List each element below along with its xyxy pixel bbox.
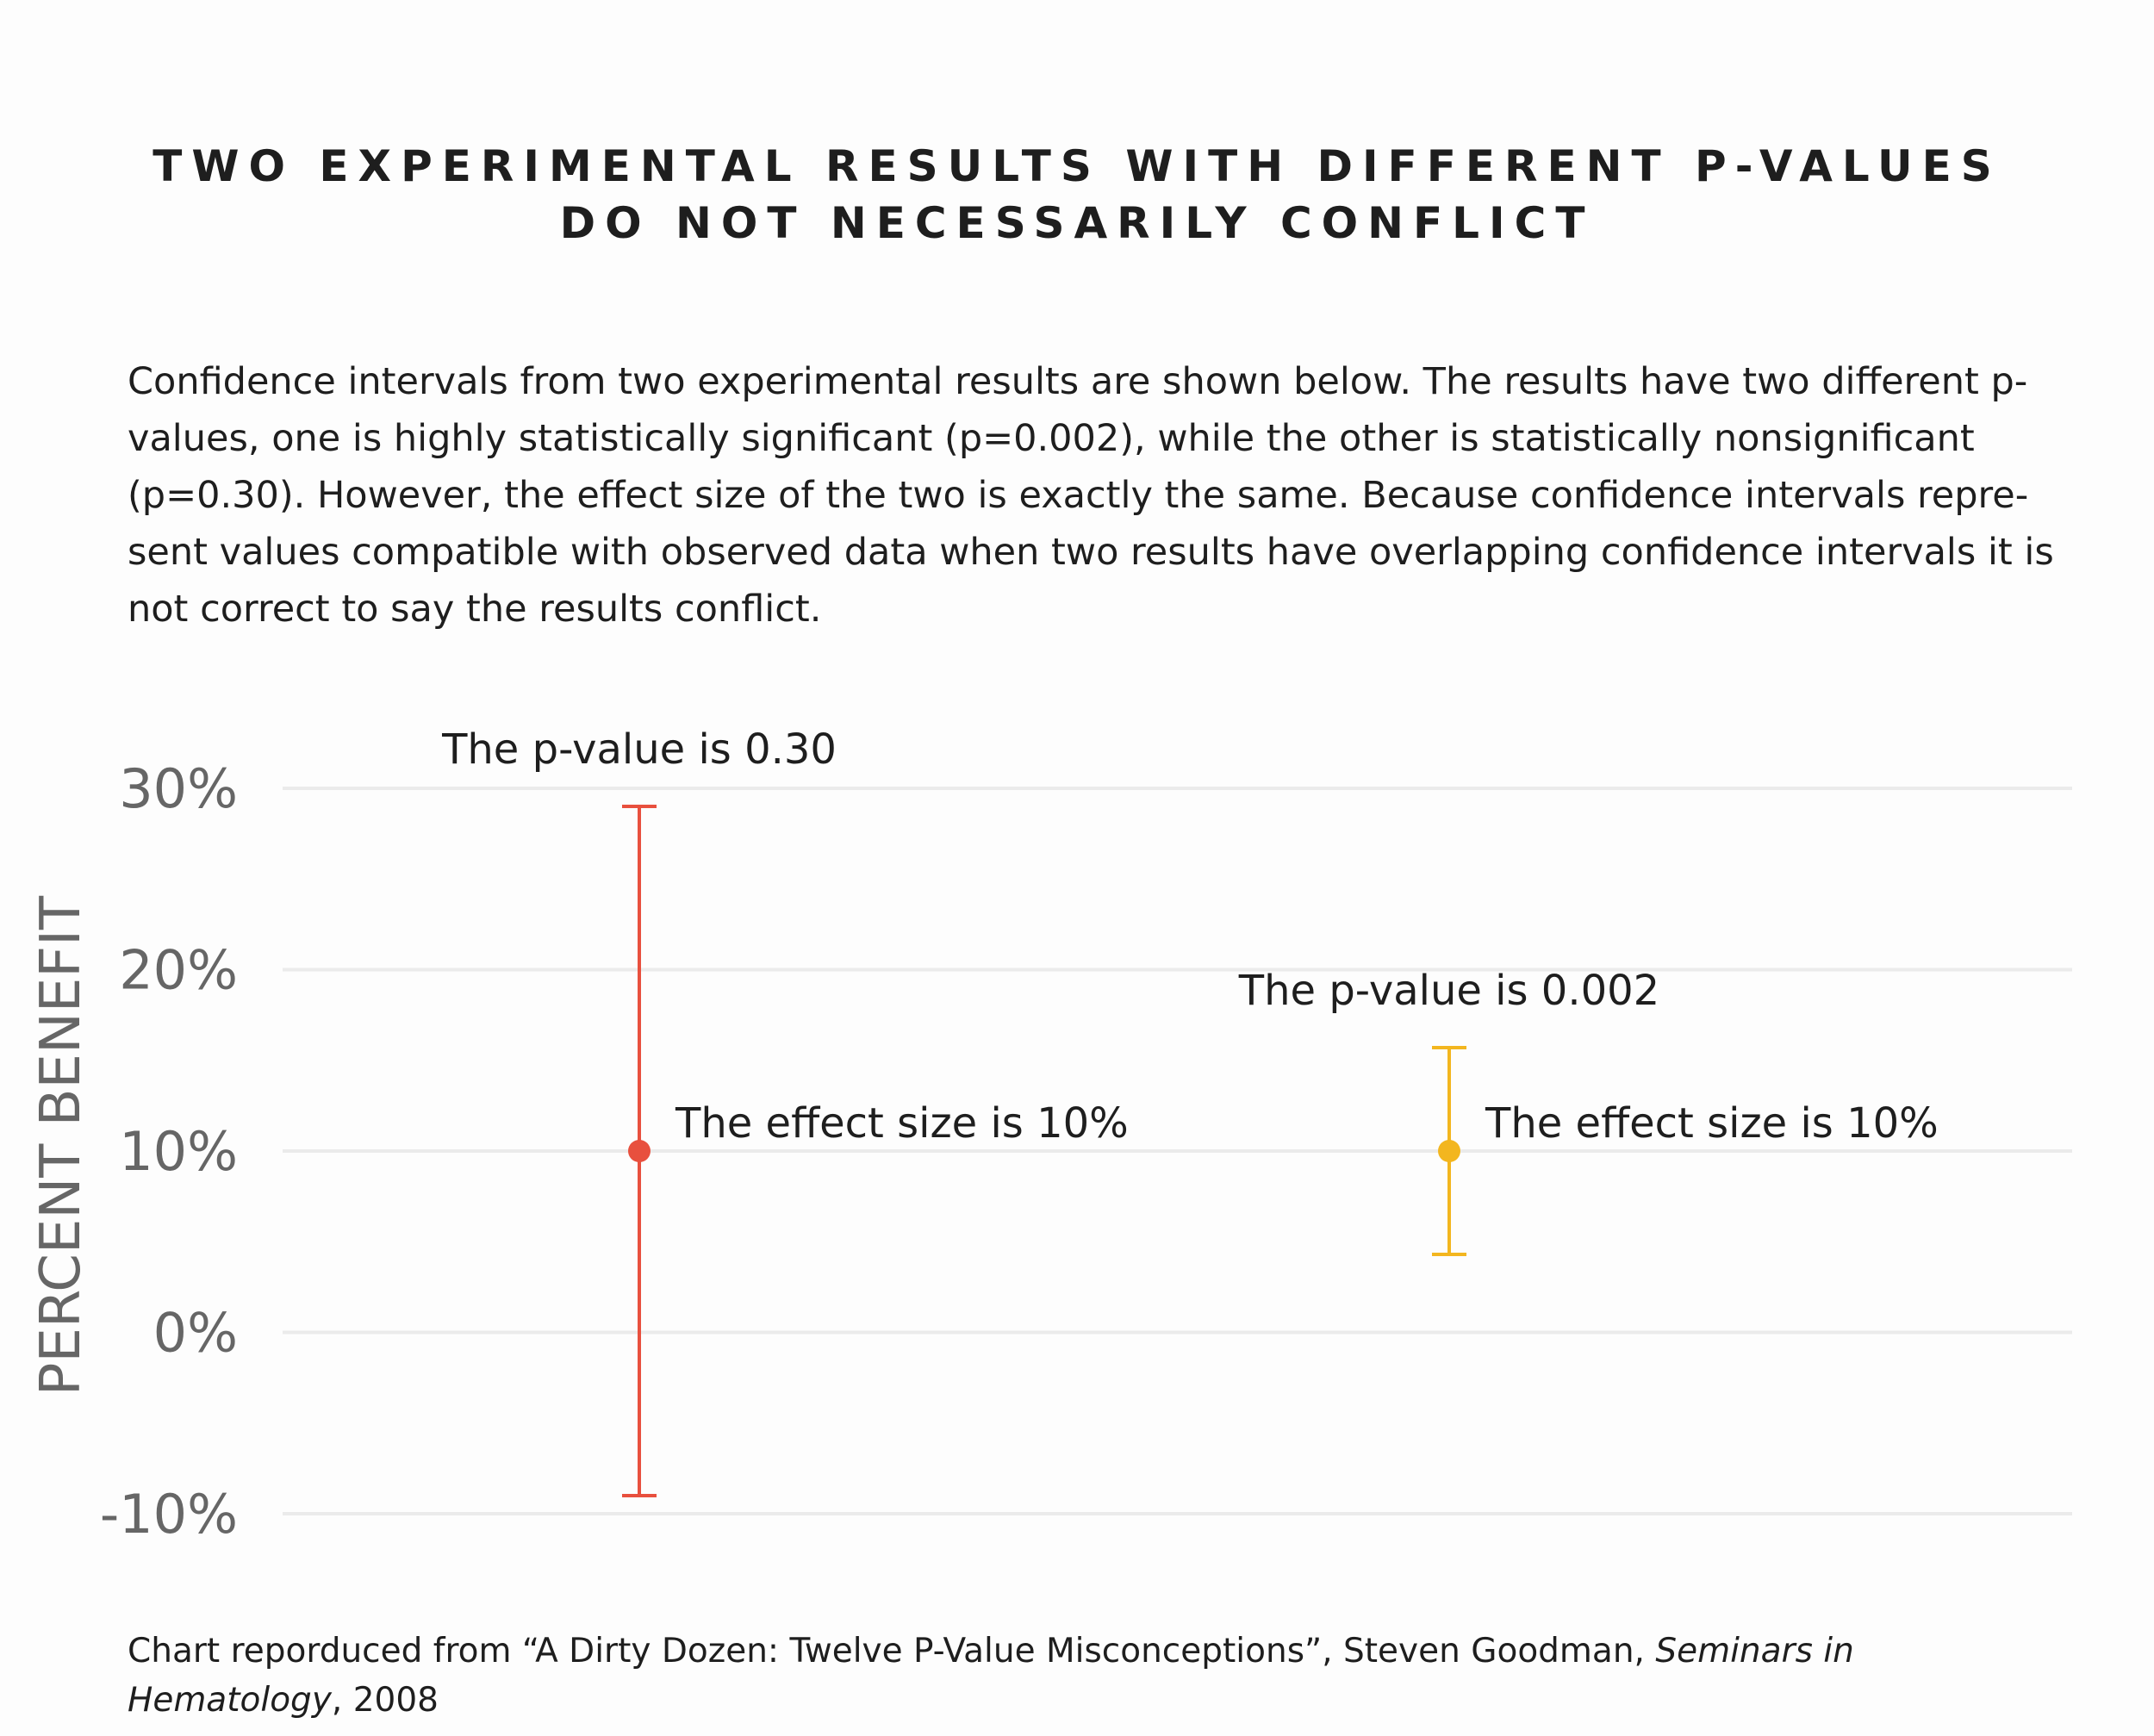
effect-size-annotation: The effect size is 10% — [675, 1099, 1129, 1148]
footer-source-text: Chart reporduced from “A Dirty Dozen: Tw… — [128, 1632, 1656, 1671]
source-footer: Chart reporduced from “A Dirty Dozen: Tw… — [128, 1627, 2058, 1725]
effect-point — [1438, 1140, 1460, 1162]
y-tick-label: 30% — [119, 757, 238, 820]
pvalue-annotation: The p-value is 0.002 — [1238, 967, 1659, 1015]
error-bar-series: The p-value is 0.30 The effect size is 10… — [441, 725, 1939, 1497]
title-line-1: TWO EXPERIMENTAL RESULTS WITH DIFFERENT … — [153, 141, 2001, 191]
grid-lines — [283, 787, 2072, 1515]
effect-size-annotation: The effect size is 10% — [1485, 1099, 1939, 1148]
footer-year: , 2008 — [331, 1681, 439, 1720]
y-axis-label: PERCENT BENEFIT — [29, 895, 93, 1396]
pvalue-annotation: The p-value is 0.30 — [441, 725, 837, 774]
y-tick-label: 0% — [153, 1302, 238, 1365]
title-line-2: DO NOT NECESSARILY CONFLICT — [559, 198, 1595, 248]
y-axis-ticks: 30% 20% 10% 0% -10% — [100, 757, 238, 1546]
y-tick-label: -10% — [100, 1483, 238, 1546]
chart-title: TWO EXPERIMENTAL RESULTS WITH DIFFERENT … — [0, 138, 2154, 252]
description-paragraph: Confidence intervals from two experiment… — [128, 360, 2054, 631]
footer-journal: Seminars in Hematology — [128, 1632, 1854, 1720]
effect-point — [628, 1140, 651, 1162]
y-tick-label: 20% — [119, 939, 238, 1002]
error-bar-group: The p-value is 0.30 The effect size is 10… — [441, 725, 1129, 1497]
error-bar-group: The p-value is 0.002 The effect size is 1… — [1238, 967, 1939, 1256]
y-tick-label: 10% — [119, 1120, 238, 1183]
